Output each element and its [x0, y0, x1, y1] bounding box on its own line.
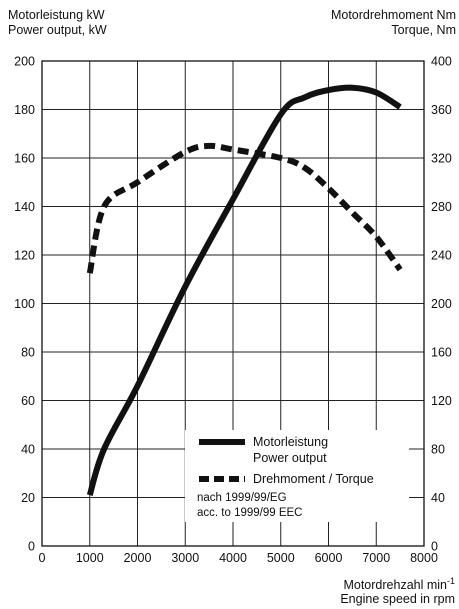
left-axis-title-de: Motorleistung kW — [8, 8, 105, 22]
left-tick-label: 20 — [21, 491, 35, 505]
right-tick-label: 120 — [431, 394, 452, 408]
right-axis-title-de: Motordrehmoment Nm — [330, 8, 456, 22]
left-tick-label: 180 — [14, 103, 35, 117]
legend-note-en: acc. to 1999/99 EEC — [197, 507, 302, 519]
x-tick-label: 5000 — [267, 551, 295, 565]
grid — [41, 60, 425, 547]
x-tick-label: 0 — [39, 551, 46, 565]
right-tick-label: 40 — [431, 491, 445, 505]
x-tick-label: 7000 — [362, 551, 390, 565]
x-axis-title-de-text: Motordrehzahl min — [343, 578, 447, 593]
x-tick-label: 1000 — [76, 551, 104, 565]
x-axis-title-en: Engine speed in rpm — [340, 592, 455, 606]
power-curve — [86, 84, 402, 496]
torque-curve — [86, 142, 403, 274]
right-tick-label: 0 — [431, 540, 438, 554]
right-tick-labels: 0 40 80 120 160 200 240 280 320 360 400 — [431, 55, 452, 554]
left-tick-label: 140 — [14, 200, 35, 214]
x-tick-label: 4000 — [219, 551, 247, 565]
x-tick-label: 8000 — [410, 551, 438, 565]
left-tick-label: 100 — [14, 297, 35, 311]
right-tick-label: 320 — [431, 152, 452, 166]
legend-power-label-en: Power output — [253, 451, 327, 465]
x-tick-labels: 0 1000 2000 3000 4000 5000 6000 7000 8000 — [39, 551, 438, 565]
left-tick-label: 60 — [21, 394, 35, 408]
right-tick-label: 400 — [431, 55, 452, 69]
right-tick-label: 280 — [431, 200, 452, 214]
right-tick-label: 160 — [431, 346, 452, 360]
x-axis-title-sup: -1 — [446, 576, 455, 586]
x-tick-label: 6000 — [315, 551, 343, 565]
right-tick-label: 200 — [431, 297, 452, 311]
series-lines — [86, 84, 403, 496]
plot-frame — [41, 60, 425, 547]
x-tick-label: 2000 — [124, 551, 152, 565]
right-tick-label: 80 — [431, 443, 445, 457]
legend-power-label: Motorleistung — [253, 435, 328, 449]
left-tick-label: 160 — [14, 152, 35, 166]
left-axis-title-en: Power output, kW — [8, 23, 107, 37]
left-tick-label: 120 — [14, 249, 35, 263]
x-tick-label: 3000 — [171, 551, 199, 565]
x-axis-title-de: Motordrehzahl min-1 — [343, 574, 455, 593]
left-tick-label: 40 — [21, 443, 35, 457]
right-tick-label: 360 — [431, 103, 452, 117]
legend-note-de: nach 1999/99/EG — [197, 492, 287, 504]
legend: Motorleistung Power output Drehmoment / … — [185, 430, 409, 522]
right-tick-label: 240 — [431, 249, 452, 263]
left-tick-label: 200 — [14, 55, 35, 69]
left-tick-label: 80 — [21, 346, 35, 360]
legend-torque-label: Drehmoment / Torque — [253, 472, 374, 486]
left-tick-label: 0 — [28, 540, 35, 554]
left-tick-labels: 0 20 40 60 80 100 120 140 160 180 200 — [14, 55, 35, 554]
right-axis-title-en: Torque, Nm — [391, 23, 456, 37]
